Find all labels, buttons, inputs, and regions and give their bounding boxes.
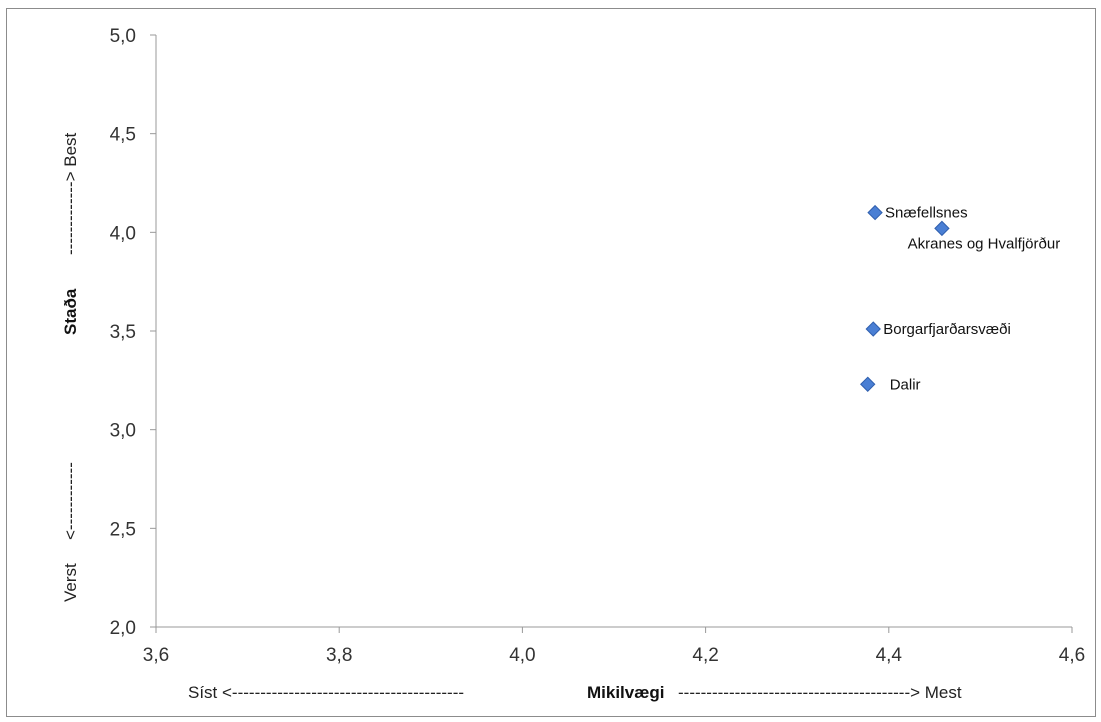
x-axis-title-right: ----------------------------------------… (678, 683, 962, 702)
y-axis-title: Staða (61, 288, 80, 335)
y-tick-label: 2,5 (110, 519, 136, 540)
data-points: Snæfellsnes Akranes og Hvalfjörður Borgarf… (860, 204, 1061, 393)
x-tick-label: 4,2 (692, 645, 718, 666)
data-point-marker (934, 220, 950, 237)
x-axis-title-left: Síst <----------------------------------… (188, 683, 464, 702)
data-point-marker (860, 376, 876, 392)
x-tick-label: 4,6 (1059, 645, 1085, 666)
y-axis-title-upper-arrow: -------------> Best (61, 132, 80, 255)
chart-frame (6, 8, 1096, 717)
data-point-marker (865, 321, 881, 337)
y-tick-label: 5,0 (110, 26, 136, 47)
x-axis-title: Mikilvægi (587, 683, 664, 702)
data-point-label: Borgarfjarðarsvæði (883, 321, 1011, 338)
y-tick-label: 3,5 (110, 322, 136, 343)
y-axis-title-bottom: Verst (61, 563, 80, 602)
y-tick-label: 3,0 (110, 421, 136, 442)
data-point-marker (867, 204, 883, 221)
x-tick-layer: 3,6 3,8 4,0 4,2 4,4 4,6 (143, 627, 1085, 666)
data-point-label: Akranes og Hvalfjörður (908, 235, 1061, 252)
y-tick-label: 4,0 (110, 223, 136, 244)
y-tick-label: 2,0 (110, 618, 136, 639)
x-tick-label: 3,8 (326, 645, 352, 666)
data-point-label: Dalir (890, 376, 921, 393)
y-tick-label: 4,5 (110, 125, 136, 146)
x-tick-label: 4,4 (876, 645, 903, 666)
y-tick-layer: 2,0 2,5 3,0 3,5 4,0 4,5 5,0 (110, 26, 156, 639)
x-tick-label: 3,6 (143, 645, 169, 666)
data-point-label: Snæfellsnes (885, 205, 968, 222)
x-tick-label: 4,0 (509, 645, 535, 666)
y-axis-title-lower-arrow: <------------ (61, 462, 80, 540)
